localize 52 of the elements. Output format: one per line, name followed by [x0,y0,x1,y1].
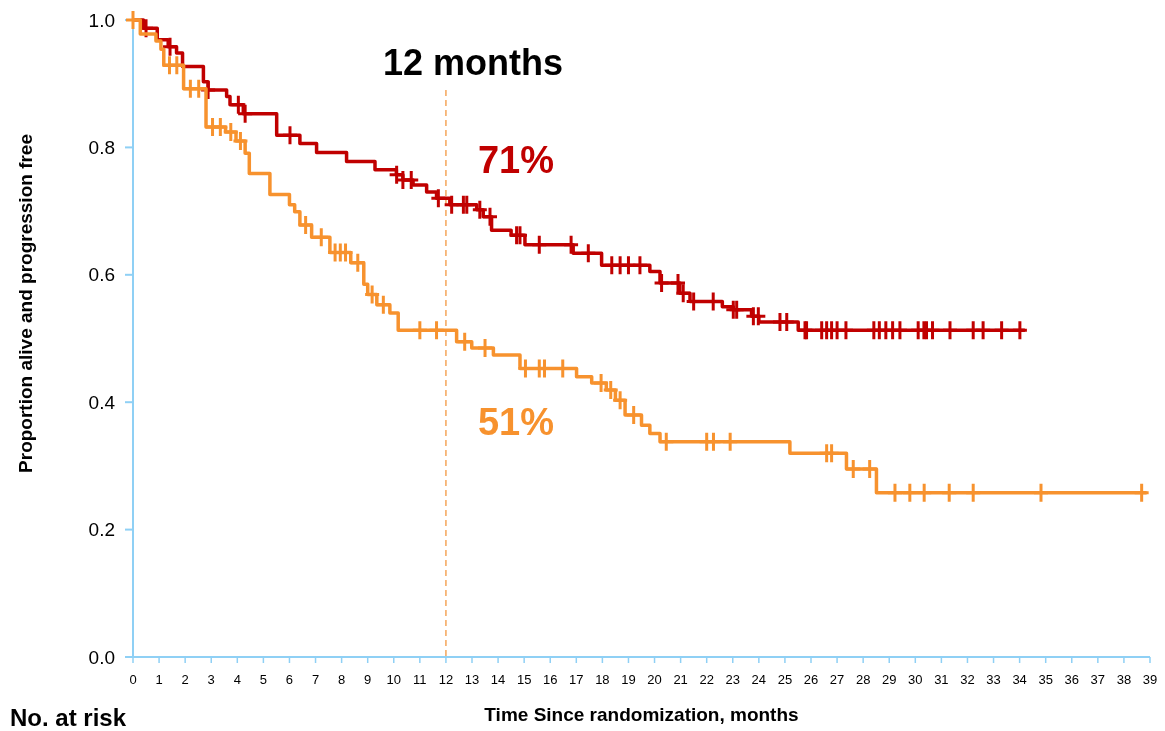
x-tick-label: 31 [934,672,949,687]
x-tick-label: 22 [699,672,714,687]
x-tick-label: 13 [464,672,480,687]
x-tick-label: 9 [364,672,372,687]
x-tick-label: 37 [1090,672,1106,687]
x-tick-label: 7 [311,672,320,687]
ref-line-label: 12 months [382,42,563,83]
x-axis-title: Time Since randomization, months [484,704,799,725]
x-tick-label: 20 [647,672,662,687]
x-tick-label: 26 [803,672,819,687]
y-tick-label: 0.6 [88,264,115,286]
y-tick-label: 1.0 [88,9,115,31]
x-tick-label: 4 [233,672,241,687]
x-tick-label: 28 [855,672,871,687]
x-tick-label: 32 [960,672,975,687]
x-tick-label: 24 [751,672,767,687]
x-tick-label: 35 [1038,672,1053,687]
x-tick-label: 38 [1116,672,1132,687]
x-tick-label: 8 [338,672,346,687]
y-axis-title: Proportion alive and progression free [15,134,36,473]
annotation: 51% [477,401,554,444]
x-tick-label: 23 [725,672,740,687]
x-tick-label: 3 [207,672,215,687]
x-tick-label: 17 [569,672,584,687]
y-tick-label: 0.4 [88,391,116,413]
y-tick-label: 0.0 [88,646,115,668]
x-tick-label: 10 [386,672,401,687]
x-tick-label: 16 [543,672,558,687]
x-tick-label: 14 [490,672,506,687]
x-tick-label: 2 [181,672,189,687]
text: No. at risk [10,704,127,731]
x-tick-label: 33 [986,672,1001,687]
x-tick-label: 39 [1142,672,1158,687]
x-tick-label: 0 [129,672,137,687]
y-tick-label: 0.8 [88,136,115,158]
annotation: 71% [477,138,554,181]
x-tick-label: 11 [413,672,427,687]
x-tick-label: 34 [1012,672,1027,687]
x-tick-label: 12 [438,672,454,687]
x-tick-label: 1 [155,672,163,687]
x-tick-label: 36 [1064,672,1079,687]
y-tick-label: 0.2 [88,519,115,541]
x-tick-label: 5 [259,672,267,687]
x-tick-label: 21 [673,672,688,687]
x-tick-label: 29 [882,672,897,687]
x-tick-label: 6 [285,672,294,687]
x-tick-label: 19 [621,672,636,687]
x-tick-label: 25 [777,672,793,687]
x-tick-label: 30 [908,672,923,687]
x-tick-label: 27 [829,672,845,687]
x-tick-label: 18 [595,672,610,687]
x-tick-label: 15 [516,672,532,687]
